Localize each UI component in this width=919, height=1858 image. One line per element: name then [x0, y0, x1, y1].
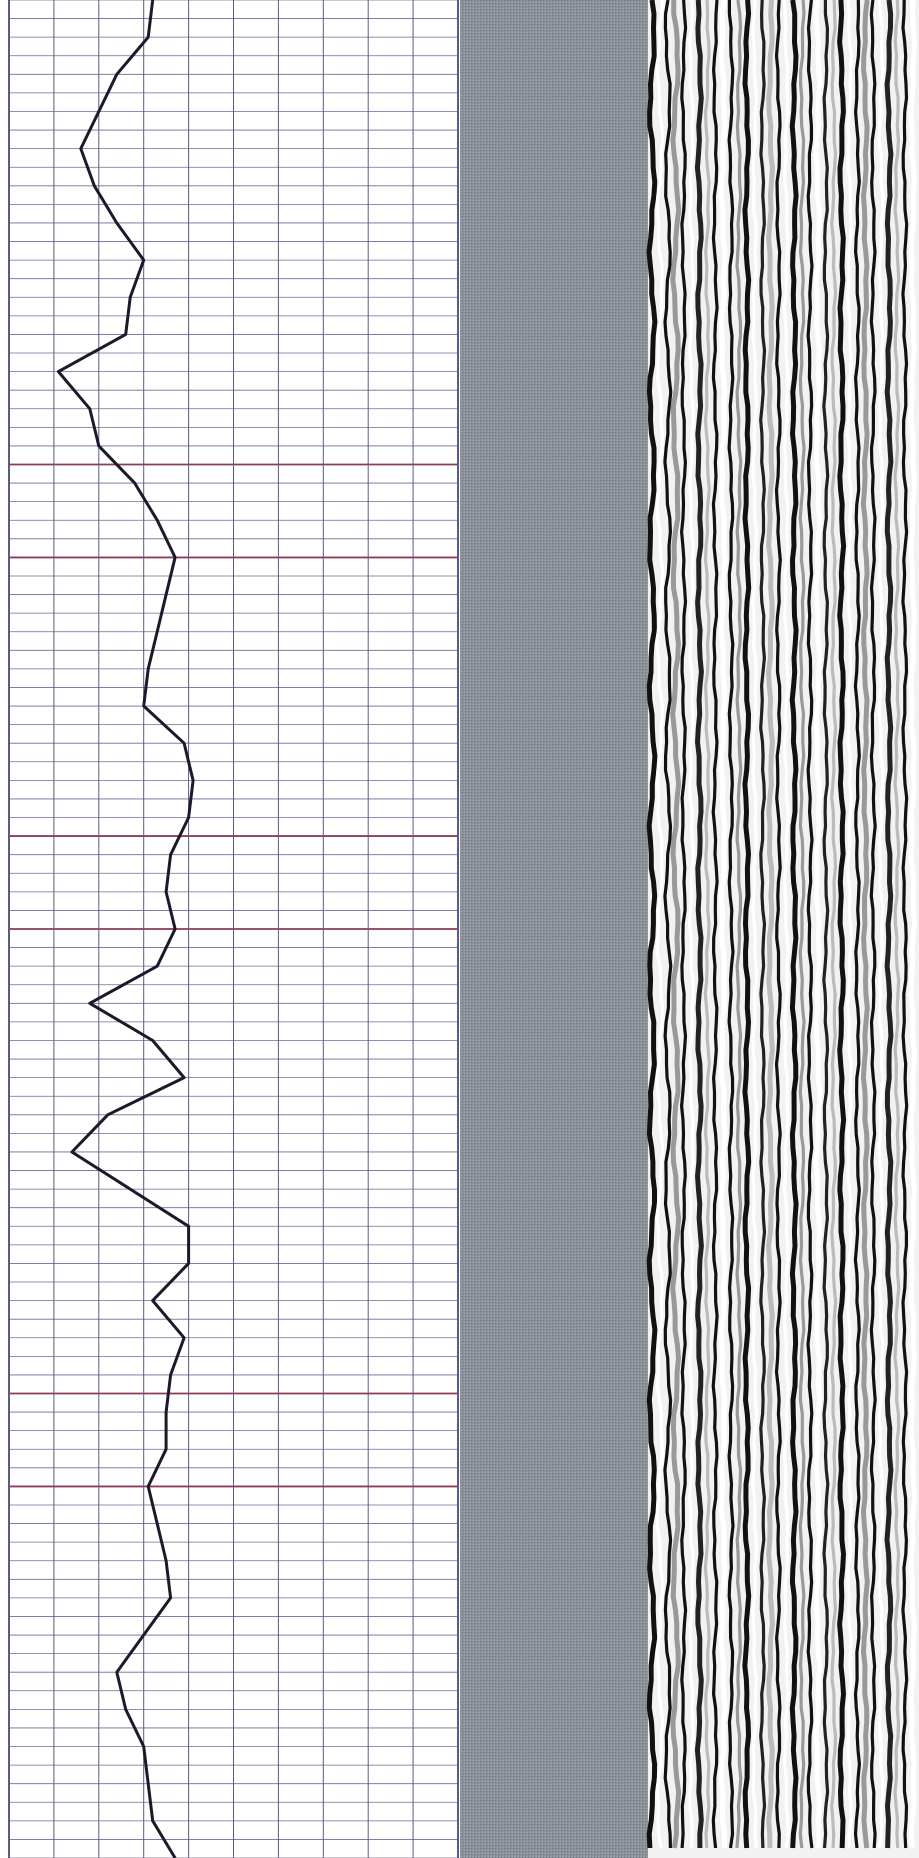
- gray-band: [460, 0, 648, 1858]
- seismic-stripe: [703, 0, 711, 1849]
- seismic-stripe: [806, 0, 814, 1849]
- seismic-stripe: [774, 0, 782, 1849]
- seismic-stripe: [908, 0, 918, 1849]
- seismic-stripe: [877, 0, 885, 1849]
- seismic-stripe: [837, 0, 847, 1849]
- seismic-stripe: [782, 0, 790, 1849]
- seismic-stripe: [845, 0, 854, 1848]
- seismic-stripe: [813, 0, 823, 1849]
- seismic-stripe: [901, 0, 909, 1849]
- seismic-stripe: [766, 0, 776, 1849]
- seismic-stripe: [646, 0, 658, 1849]
- seismic-stripe: [893, 0, 901, 1849]
- seismic-stripe: [670, 0, 682, 1849]
- seismic-stripe: [655, 0, 665, 1849]
- seismic-stripe: [751, 0, 759, 1849]
- seismic-stripe: [822, 0, 830, 1849]
- seismic-stripe: [830, 0, 838, 1849]
- seismic-stripe: [711, 0, 719, 1849]
- seismic-stripe: [798, 0, 806, 1849]
- log-curve: [56, 0, 195, 1858]
- seismic-stripe: [687, 0, 696, 1849]
- seismic-stripe: [860, 0, 870, 1849]
- seismic-stripe: [735, 0, 743, 1849]
- seismic-stripe: [869, 0, 877, 1849]
- seismic-stripe: [694, 0, 704, 1849]
- seismic-stripe: [789, 0, 799, 1849]
- seismic-stripe: [663, 0, 673, 1849]
- seismic-stripe: [718, 0, 728, 1848]
- seismic-stripe: [679, 0, 688, 1849]
- seismic-stripe: [884, 0, 894, 1849]
- seismic-stripe: [742, 0, 752, 1849]
- seismic-stripe: [759, 0, 767, 1849]
- seismic-stripe: [727, 0, 735, 1849]
- seismic-stripe: [853, 0, 862, 1849]
